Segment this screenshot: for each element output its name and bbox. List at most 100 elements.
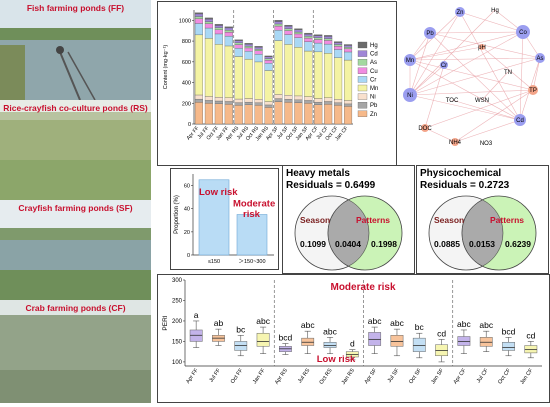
network-edge <box>409 59 534 91</box>
bar-segment-mn <box>274 40 283 95</box>
x-tick-label: Apr SF <box>364 367 379 385</box>
bar-segment-ni <box>274 94 283 99</box>
bar-segment-zn <box>324 104 333 125</box>
bar-segment-cd <box>214 25 223 28</box>
bar-segment-pb <box>254 102 263 106</box>
bar-segment-mn <box>194 34 203 96</box>
box <box>256 332 270 347</box>
legend-swatch <box>357 93 368 100</box>
bar-segment-ni <box>214 97 223 102</box>
bar-segment-as <box>284 28 293 31</box>
bar-segment-as <box>294 31 303 35</box>
network-node <box>440 61 448 69</box>
risk-proportion-chart: Proportion (%) 0 20 40 60 ≤150 ＞150~300 Low ris… <box>174 174 275 265</box>
bar-segment-cr <box>254 53 263 63</box>
bar-segment-cu <box>214 29 223 35</box>
legend-swatch <box>357 41 368 49</box>
bar-segment-ni <box>194 94 203 100</box>
bar-segment-zn <box>344 106 353 125</box>
y-tick-label: 60 <box>184 184 190 190</box>
photo-rice-crayfish-ponds: Rice-crayfish co-culture ponds (RS) <box>0 100 151 200</box>
network-node-label: Co <box>519 30 527 36</box>
network-node-label: NH4 <box>449 140 462 146</box>
bar-segment-cr <box>214 33 223 45</box>
box <box>524 345 538 354</box>
venn-patterns-label: Patterns <box>490 215 524 225</box>
bar-segment-cr <box>304 41 313 52</box>
x-tick-label: Oct FF <box>230 367 245 385</box>
bar-segment-pb <box>294 99 303 103</box>
bar-segment-cd <box>334 42 343 45</box>
bar-segment-cu <box>204 23 213 29</box>
bar-segment-hg <box>304 32 313 35</box>
photo-crab-ponds: Crab farming ponds (CF) <box>0 300 151 403</box>
bar-segment-cd <box>224 27 233 31</box>
network-edge <box>409 46 483 61</box>
bar-segment-hg <box>234 39 243 41</box>
bar-segment-cu <box>334 46 343 50</box>
significance-letter: abc <box>479 320 493 330</box>
bar-segment-cr <box>294 37 303 48</box>
network-node-label: Pb <box>426 31 434 37</box>
y-tick-label: 400 <box>182 81 191 87</box>
bar-segment-pb <box>234 102 243 106</box>
bar-segment-cr <box>274 30 283 41</box>
legend-swatch <box>357 84 368 92</box>
network-edge <box>409 32 431 96</box>
network-node-label: Cd <box>516 118 524 124</box>
box <box>479 337 493 347</box>
network-edge <box>424 127 456 143</box>
network-edge <box>519 31 524 121</box>
bar-segment-hg <box>284 24 293 27</box>
bar-segment-ni <box>294 95 303 101</box>
venn-residuals: Residuals = 0.2723 <box>420 180 510 191</box>
significance-letter: a <box>194 310 199 320</box>
y-tick-label: 0 <box>188 122 191 128</box>
y-tick-label: 40 <box>184 207 190 213</box>
box <box>502 341 515 351</box>
significance-letter: abc <box>368 316 382 326</box>
network-edge <box>454 89 534 143</box>
network-node-label: Zn <box>456 10 463 16</box>
venn-physicochemical-panel: Physicochemical Residuals = 0.2723 Seaso… <box>416 165 549 274</box>
venn-season-label: Season <box>434 215 464 225</box>
bar-segment-ni <box>204 96 213 101</box>
network-edge <box>481 46 534 91</box>
y-tick-label: 100 <box>172 360 183 366</box>
bar-segment-cu <box>194 18 203 24</box>
y-tick-label: 300 <box>172 278 183 284</box>
low-risk-annotation: Low risk <box>317 354 356 365</box>
bar-segment-cr <box>194 23 203 36</box>
x-tick-label: Apr FF <box>185 367 200 385</box>
network-edge <box>429 31 524 34</box>
network-edge <box>409 31 524 61</box>
bar-segment-pb <box>284 99 293 103</box>
network-edge <box>409 31 524 96</box>
network-node-label: TOC <box>446 98 459 104</box>
network-node-label: NO3 <box>480 141 493 147</box>
bar-segment-zn <box>214 103 223 125</box>
legend-swatch <box>357 76 368 83</box>
bar-segment-pb <box>194 98 203 103</box>
network-edge <box>429 32 541 59</box>
bar-segment-hg <box>224 26 233 29</box>
bar-segment-cu <box>224 32 233 37</box>
bar-segment-pb <box>344 103 353 107</box>
legend-label: Cu <box>370 69 378 75</box>
bar-segment-zn <box>224 104 233 125</box>
photo-label: Rice-crayfish co-culture ponds (RS) <box>3 103 148 113</box>
significance-letter: abc <box>256 316 270 326</box>
network-node-label: pH <box>478 45 486 51</box>
network-panel: Hg Zn Co Pb Mn Cr pH As TN TP Ni TOC WSN DOC NH4 NO3 Cd <box>400 0 550 165</box>
bar-segment-zn <box>314 104 323 125</box>
network-node-label: Ni <box>407 93 413 99</box>
significance-letter: d <box>350 339 355 349</box>
peri-boxplot-chart: PERI 100 150 200 250 300 a Apr FF ab Jul FF bc Oct … <box>162 278 542 386</box>
venn-patterns-label: Patterns <box>356 215 390 225</box>
bar-segment-as <box>194 16 203 19</box>
bar-segment-as <box>334 44 343 47</box>
bar-segment-hg <box>244 43 253 45</box>
bar-segment-mn <box>254 61 263 100</box>
bar-segment-pb <box>244 101 253 105</box>
stacked-bar-panel: Content (mg·kg⁻¹) 0 200 400 600 800 1000 Apr FF… <box>157 1 397 166</box>
